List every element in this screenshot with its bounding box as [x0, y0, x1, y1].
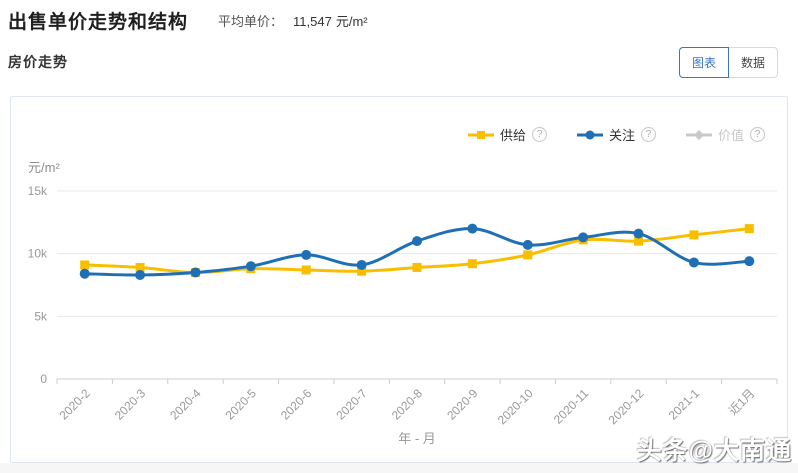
data-point — [301, 265, 311, 275]
help-icon[interactable]: ? — [531, 127, 547, 142]
data-point — [688, 257, 699, 268]
svg-text:2020-6: 2020-6 — [278, 386, 315, 423]
data-point — [301, 249, 312, 260]
svg-text:近1月: 近1月 — [726, 386, 758, 418]
attention-series-icon — [576, 130, 603, 139]
page-background-strip — [0, 463, 798, 473]
data-point — [356, 259, 367, 270]
data-point — [190, 267, 201, 278]
price-trend-chart[interactable]: 0 5k 10k 15k 2020-2 2020-3 2020-4 2020-5 2020-6 2… — [11, 97, 787, 461]
legend-label-supply: 供给 — [499, 128, 526, 143]
data-point — [412, 262, 422, 272]
data-point — [135, 262, 145, 272]
legend-item-attention[interactable]: 关注 ? — [576, 125, 656, 144]
data-point — [689, 230, 699, 240]
average-price-value: 11,547 — [293, 14, 332, 29]
data-view-button[interactable]: 数据 — [728, 46, 778, 78]
svg-text:2020-11: 2020-11 — [551, 386, 592, 427]
page-title: 出售单价走势和结构 — [8, 12, 189, 33]
data-point — [522, 239, 533, 250]
help-icon[interactable]: ? — [640, 127, 656, 142]
data-point — [467, 223, 478, 234]
average-price: 平均单价： 11,547 元/m² — [218, 11, 368, 30]
data-point — [633, 228, 644, 239]
chart-legend: 供给 ? 关注 ? 价值 ? — [467, 125, 765, 144]
svg-text:2021-1: 2021-1 — [666, 386, 703, 423]
svg-text:10k: 10k — [28, 247, 48, 261]
svg-text:5k: 5k — [34, 309, 48, 323]
watermark: 头条@大南通 — [636, 437, 792, 465]
svg-text:2020-4: 2020-4 — [167, 386, 204, 423]
svg-text:2020-12: 2020-12 — [606, 386, 647, 427]
svg-text:2020-8: 2020-8 — [389, 386, 426, 423]
svg-text:2020-2: 2020-2 — [56, 386, 93, 423]
data-point — [79, 268, 90, 279]
svg-text:2020-3: 2020-3 — [112, 386, 149, 423]
y-axis-unit-label: 元/m² — [28, 160, 60, 175]
data-point — [634, 236, 644, 246]
legend-label-attention: 关注 — [608, 128, 635, 143]
average-price-unit: 元/m² — [335, 14, 368, 29]
chart-view-button[interactable]: 图表 — [678, 46, 729, 78]
data-point — [80, 260, 90, 270]
value-series-icon — [685, 129, 712, 140]
svg-text:2020-10: 2020-10 — [495, 386, 536, 427]
data-point — [357, 266, 367, 276]
data-point — [523, 250, 533, 260]
data-point — [412, 236, 422, 247]
legend-item-supply[interactable]: 供给 ? — [467, 125, 547, 144]
data-point — [578, 232, 589, 243]
data-point — [744, 256, 755, 267]
legend-item-value[interactable]: 价值 ? — [685, 125, 765, 144]
section-header: 房价走势 图表 数据 — [8, 46, 778, 78]
price-chart-panel: 供给 ? 关注 ? 价值 ? 元/m² 0 5k 10k 15k 2020-2 2020-… — [10, 96, 788, 463]
svg-text:0: 0 — [40, 372, 47, 386]
header: 出售单价走势和结构 平均单价： 11,547 元/m² — [8, 7, 368, 34]
view-toggle: 图表 数据 — [678, 46, 778, 78]
data-point — [135, 269, 146, 280]
section-title: 房价走势 — [8, 54, 68, 70]
grid: 0 5k 10k 15k — [28, 184, 778, 386]
svg-text:2020-7: 2020-7 — [333, 386, 370, 423]
supply-series-icon — [467, 130, 494, 139]
svg-text:2020-5: 2020-5 — [223, 386, 260, 423]
legend-label-value: 价值 — [717, 128, 744, 143]
data-point — [245, 261, 256, 272]
data-point — [744, 224, 754, 234]
svg-text:2020-9: 2020-9 — [444, 386, 481, 423]
svg-text:15k: 15k — [28, 184, 48, 198]
help-icon[interactable]: ? — [750, 127, 765, 142]
data-point — [467, 259, 477, 269]
svg-text:年 - 月: 年 - 月 — [398, 431, 436, 446]
average-price-label: 平均单价： — [218, 14, 284, 29]
